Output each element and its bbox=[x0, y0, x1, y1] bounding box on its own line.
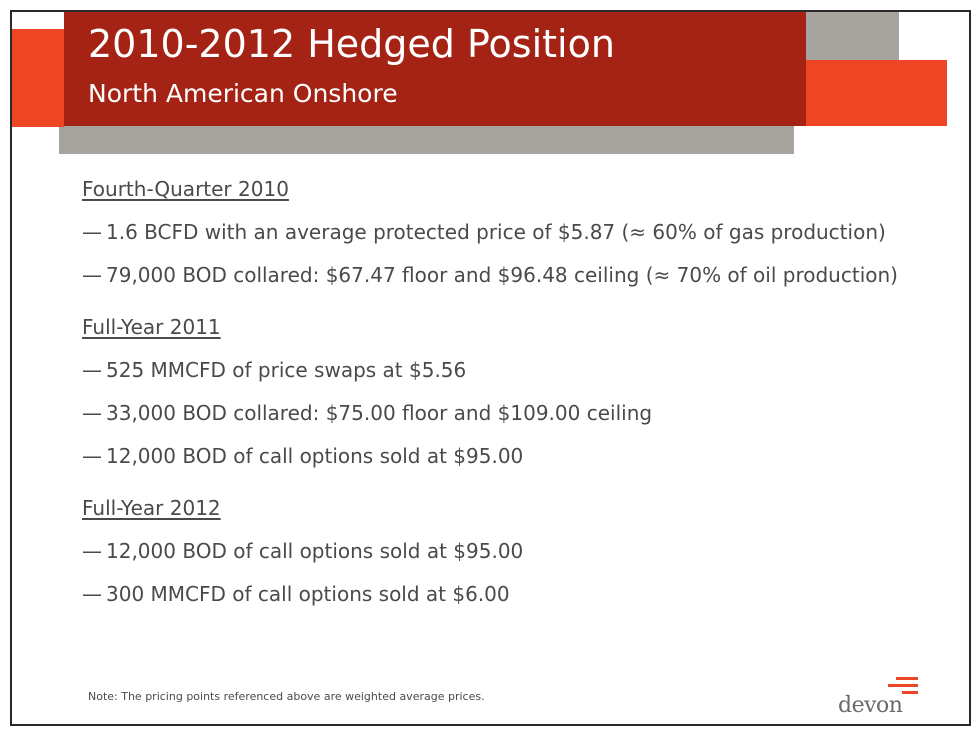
slide: 2010-2012 Hedged Position North American… bbox=[10, 10, 971, 726]
bullet-dash: — bbox=[82, 358, 102, 382]
section-heading: Fourth-Quarter 2010 bbox=[82, 177, 289, 201]
bullet-dash: — bbox=[82, 220, 102, 244]
bullet-dash: — bbox=[82, 444, 102, 468]
slide-subtitle: North American Onshore bbox=[88, 79, 398, 108]
header-gray-block bbox=[805, 12, 899, 61]
bullet-text: 300 MMCFD of call options sold at $6.00 bbox=[106, 582, 510, 606]
bullet-item: —525 MMCFD of price swaps at $5.56 bbox=[82, 354, 962, 386]
section-fy-2011: Full-Year 2011 —525 MMCFD of price swaps… bbox=[82, 311, 962, 472]
bullet-text: 33,000 BOD collared: $75.00 floor and $1… bbox=[106, 401, 653, 425]
devon-logo-mark-icon bbox=[888, 677, 918, 694]
bullet-item: —300 MMCFD of call options sold at $6.00 bbox=[82, 578, 962, 610]
bullet-text: 79,000 BOD collared: $67.47 floor and $9… bbox=[106, 263, 898, 287]
bullet-dash: — bbox=[82, 582, 102, 606]
bullet-text: 12,000 BOD of call options sold at $95.0… bbox=[106, 539, 524, 563]
section-q4-2010: Fourth-Quarter 2010 —1.6 BCFD with an av… bbox=[82, 173, 962, 291]
footer-note: Note: The pricing points referenced abov… bbox=[88, 690, 485, 703]
header-gray-band bbox=[59, 122, 794, 154]
header-red-banner bbox=[64, 12, 806, 126]
header-orange-right-block bbox=[796, 60, 947, 126]
section-fy-2012: Full-Year 2012 —12,000 BOD of call optio… bbox=[82, 492, 962, 610]
bullet-dash: — bbox=[82, 401, 102, 425]
bullet-item: —12,000 BOD of call options sold at $95.… bbox=[82, 440, 962, 472]
devon-logo: devon bbox=[838, 676, 922, 718]
section-heading: Full-Year 2012 bbox=[82, 496, 221, 520]
bullet-item: —1.6 BCFD with an average protected pric… bbox=[82, 216, 962, 248]
section-heading: Full-Year 2011 bbox=[82, 315, 221, 339]
bullet-text: 525 MMCFD of price swaps at $5.56 bbox=[106, 358, 467, 382]
header-orange-left-block bbox=[12, 29, 64, 127]
bullet-text: 1.6 BCFD with an average protected price… bbox=[106, 220, 886, 244]
slide-title: 2010-2012 Hedged Position bbox=[88, 22, 615, 66]
bullet-item: —12,000 BOD of call options sold at $95.… bbox=[82, 535, 962, 567]
bullet-dash: — bbox=[82, 539, 102, 563]
bullet-text: 12,000 BOD of call options sold at $95.0… bbox=[106, 444, 524, 468]
bullet-item: —33,000 BOD collared: $75.00 floor and $… bbox=[82, 397, 962, 429]
bullet-dash: — bbox=[82, 263, 102, 287]
slide-content: Fourth-Quarter 2010 —1.6 BCFD with an av… bbox=[82, 173, 962, 610]
devon-logo-text: devon bbox=[838, 693, 903, 718]
bullet-item: —79,000 BOD collared: $67.47 floor and $… bbox=[82, 259, 962, 291]
